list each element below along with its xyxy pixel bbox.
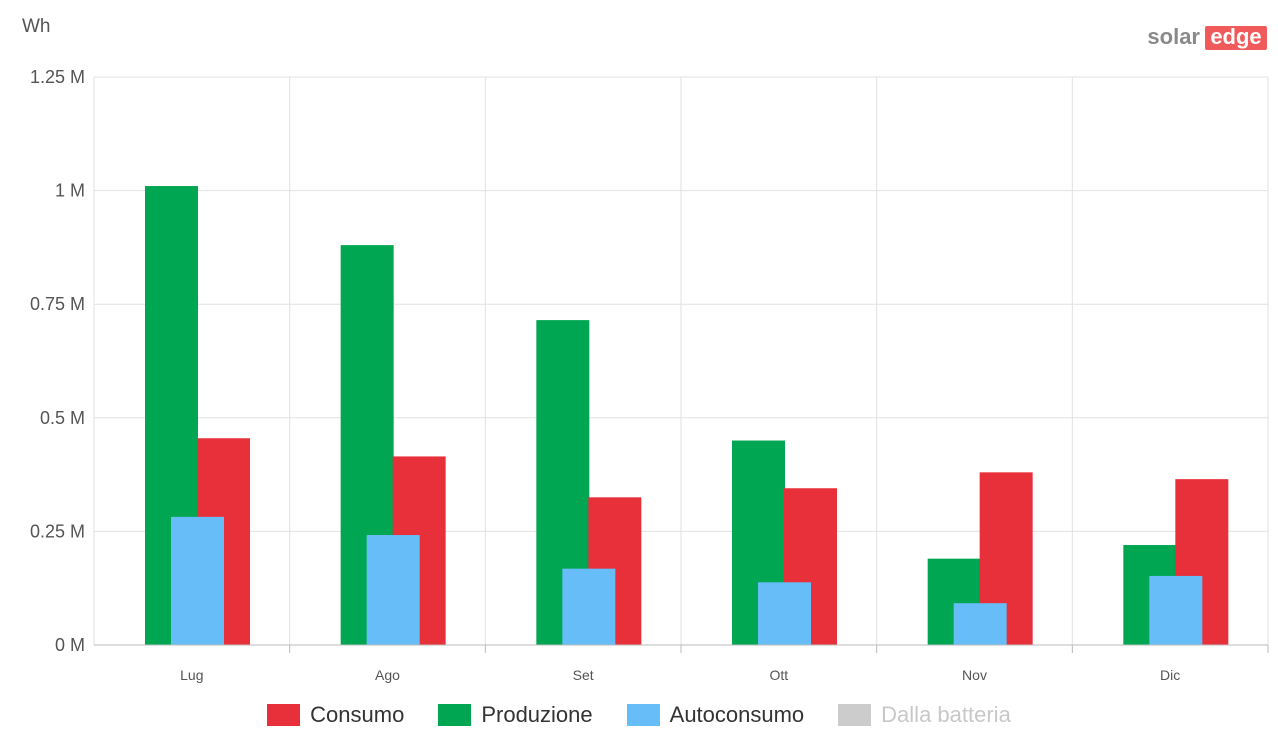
bar-autoconsumo-dic[interactable] <box>1149 575 1203 645</box>
y-unit-label: Wh <box>22 16 51 37</box>
y-tick-label: 0.75 M <box>30 294 85 314</box>
bar-autoconsumo-ago[interactable] <box>366 535 420 645</box>
bar-chart: Wh solar edge 0 M 0.25 M 0.5 M 0.75 M 1 M 1.2… <box>22 16 1269 683</box>
x-tick-label: Nov <box>962 667 987 683</box>
grid-lines <box>93 76 1269 646</box>
legend-swatch <box>626 704 660 726</box>
bars <box>145 186 1229 646</box>
legend-swatch <box>838 704 872 726</box>
legend-label: Dalla batteria <box>881 702 1011 727</box>
y-tick-label: 0.25 M <box>30 521 85 541</box>
x-tick-label: Set <box>573 667 594 683</box>
logo-text-edge: edge <box>1210 24 1261 49</box>
x-tick-label: Ago <box>375 667 400 683</box>
y-tick-label: 1 M <box>55 181 85 201</box>
bar-autoconsumo-set[interactable] <box>562 568 616 645</box>
legend-label: Produzione <box>481 702 593 727</box>
bar-autoconsumo-lug[interactable] <box>171 516 224 645</box>
legend-item-produzione[interactable]: Produzione <box>438 702 593 728</box>
x-tick-label: Dic <box>1160 667 1180 683</box>
legend-item-dalla-batteria[interactable]: Dalla batteria <box>838 702 1011 728</box>
y-tick-label: 1.25 M <box>30 67 85 87</box>
logo-edge-box <box>1205 26 1267 50</box>
x-tick-label: Lug <box>180 667 203 683</box>
y-axis: 0 M 0.25 M 0.5 M 0.75 M 1 M 1.25 M <box>30 67 85 655</box>
legend: Consumo Produzione Autoconsumo Dalla batter… <box>0 700 1278 730</box>
legend-label: Consumo <box>310 702 405 727</box>
legend-swatch <box>267 704 301 726</box>
x-tick-label: Ott <box>769 667 788 683</box>
y-tick-label: 0.5 M <box>40 408 85 428</box>
logo-text-solar: solar <box>1147 24 1200 49</box>
bar-autoconsumo-ott[interactable] <box>758 582 811 645</box>
legend-swatch <box>438 704 472 726</box>
legend-item-consumo[interactable]: Consumo <box>267 702 404 728</box>
legend-label: Autoconsumo <box>669 702 805 727</box>
y-tick-label: 0 M <box>55 635 85 655</box>
solaredge-logo: solar edge <box>1147 24 1267 50</box>
legend-item-autoconsumo[interactable]: Autoconsumo <box>626 702 805 728</box>
bar-autoconsumo-nov[interactable] <box>953 603 1007 645</box>
x-axis: Lug Ago Set Ott Nov Dic <box>94 644 1269 683</box>
